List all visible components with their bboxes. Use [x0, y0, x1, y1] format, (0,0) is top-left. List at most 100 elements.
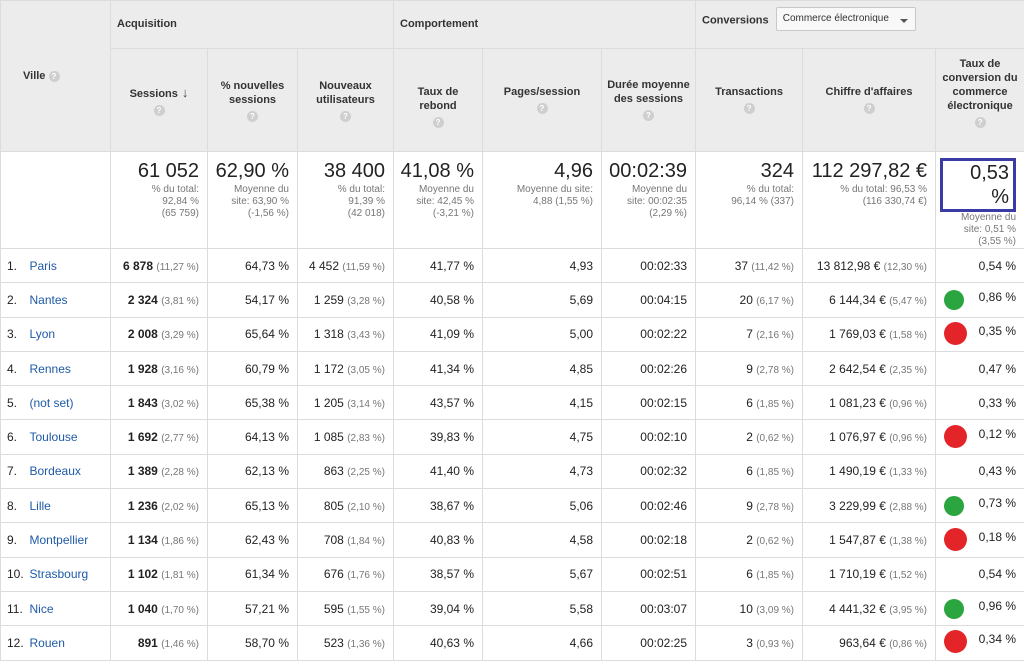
city-link[interactable]: Nantes [30, 293, 68, 307]
city-cell[interactable]: Rennes [30, 351, 111, 385]
group-acquisition: Acquisition [111, 1, 394, 49]
revenue-pct: (1,33 %) [889, 467, 927, 478]
table-row[interactable]: 5.(not set)1 843 (3,02 %)65,38 %1 205 (3… [1, 386, 1024, 420]
sessions-pct: (1,81 %) [161, 570, 199, 581]
city-cell[interactable]: Nantes [30, 283, 111, 317]
row-number-cell: 1. [1, 249, 30, 283]
city-link[interactable]: Paris [30, 259, 57, 273]
city-link[interactable]: Rennes [30, 362, 71, 376]
row-number-cell: 3. [1, 317, 30, 351]
duration-value: 00:02:26 [640, 362, 687, 376]
pages-value: 4,73 [570, 464, 593, 478]
city-cell[interactable]: Toulouse [30, 420, 111, 454]
help-icon[interactable]: ? [975, 117, 986, 128]
sessions-value: 2 008 [128, 327, 158, 341]
city-link[interactable]: Nice [30, 602, 54, 616]
city-link[interactable]: Strasbourg [30, 567, 89, 581]
help-icon[interactable]: ? [643, 110, 654, 121]
new-users-header-label: Nouveaux utilisateurs [302, 49, 389, 107]
transactions-value: 6 [746, 396, 753, 410]
green-indicator-icon [944, 496, 964, 516]
help-icon[interactable]: ? [247, 111, 258, 122]
pct-new-cell: 65,13 % [208, 489, 298, 523]
duration-value: 00:02:22 [640, 327, 687, 341]
city-link[interactable]: Lille [30, 499, 51, 513]
total-revenue: 112 297,82 €% du total: 96,53 %(116 330,… [803, 152, 936, 249]
total-subtext: Moyenne du [212, 184, 289, 196]
city-link[interactable]: Montpellier [30, 533, 89, 547]
column-header-pages-session[interactable]: Pages/session? [483, 49, 602, 152]
row-number-cell: 2. [1, 283, 30, 317]
total-subtext: site: 0,51 % [940, 224, 1016, 236]
pct-new-value: 58,70 % [245, 636, 289, 650]
help-icon[interactable]: ? [154, 105, 165, 116]
city-link[interactable]: (not set) [30, 396, 74, 410]
help-icon[interactable]: ? [537, 103, 548, 114]
row-number-cell: 12. [1, 626, 30, 660]
help-icon[interactable]: ? [864, 103, 875, 114]
city-cell[interactable]: Strasbourg [30, 557, 111, 591]
help-icon[interactable]: ? [744, 103, 755, 114]
new-users-pct: (1,84 %) [347, 536, 385, 547]
new-users-cell: 1 085 (2,83 %) [298, 420, 394, 454]
city-cell[interactable]: Bordeaux [30, 454, 111, 488]
city-link[interactable]: Bordeaux [30, 464, 81, 478]
city-cell[interactable]: (not set) [30, 386, 111, 420]
new-users-cell: 676 (1,76 %) [298, 557, 394, 591]
duration-cell: 00:02:26 [602, 351, 696, 385]
city-cell[interactable]: Montpellier [30, 523, 111, 557]
conv-rate-cell: 0,96 % [936, 591, 1024, 625]
city-link[interactable]: Rouen [30, 636, 65, 650]
conv-rate-header-label: Taux de conversion du commerce électroni… [940, 49, 1020, 113]
bounce-cell: 40,63 % [394, 626, 483, 660]
column-header-conv-rate[interactable]: Taux de conversion du commerce électroni… [936, 49, 1024, 152]
city-cell[interactable]: Lyon [30, 317, 111, 351]
city-cell[interactable]: Lille [30, 489, 111, 523]
sessions-pct: (3,29 %) [161, 330, 199, 341]
bounce-value: 39,04 % [430, 602, 474, 616]
city-cell[interactable]: Nice [30, 591, 111, 625]
column-header-bounce-rate[interactable]: Taux de rebond? [394, 49, 483, 152]
column-header-revenue[interactable]: Chiffre d'affaires? [803, 49, 936, 152]
conv-rate-value: 0,54 % [979, 567, 1016, 581]
column-header-new-users[interactable]: Nouveaux utilisateurs? [298, 49, 394, 152]
column-header-pct-new-sessions[interactable]: % nouvelles sessions? [208, 49, 298, 152]
total-subtext: site: 42,45 % [398, 196, 474, 208]
conv-rate-value: 0,18 % [979, 530, 1016, 544]
sessions-value: 1 843 [128, 396, 158, 410]
column-header-transactions[interactable]: Transactions? [696, 49, 803, 152]
city-link[interactable]: Lyon [30, 327, 56, 341]
sessions-pct: (1,86 %) [161, 536, 199, 547]
help-icon[interactable]: ? [340, 111, 351, 122]
help-icon[interactable]: ? [433, 117, 444, 128]
help-icon[interactable]: ? [49, 71, 60, 82]
transactions-pct: (6,17 %) [756, 296, 794, 307]
total-subtext: 92,84 % [115, 196, 199, 208]
row-number: 10. [7, 567, 24, 581]
sessions-cell: 1 389 (2,28 %) [111, 454, 208, 488]
transactions-pct: (0,62 %) [756, 536, 794, 547]
sort-desc-icon[interactable]: ↓ [182, 85, 189, 100]
column-header-sessions[interactable]: Sessions↓? [111, 49, 208, 152]
sessions-pct: (2,02 %) [161, 502, 199, 513]
conversion-type-dropdown[interactable]: Commerce électronique [776, 7, 916, 31]
city-cell[interactable]: Paris [30, 249, 111, 283]
city-link[interactable]: Toulouse [30, 430, 78, 444]
pct-new-cell: 65,64 % [208, 317, 298, 351]
column-header-ville[interactable]: Ville ? [1, 1, 111, 152]
city-cell[interactable]: Rouen [30, 626, 111, 660]
column-header-avg-duration[interactable]: Durée moyenne des sessions? [602, 49, 696, 152]
revenue-cell: 963,64 € (0,86 %) [803, 626, 936, 660]
transactions-value: 9 [746, 499, 753, 513]
